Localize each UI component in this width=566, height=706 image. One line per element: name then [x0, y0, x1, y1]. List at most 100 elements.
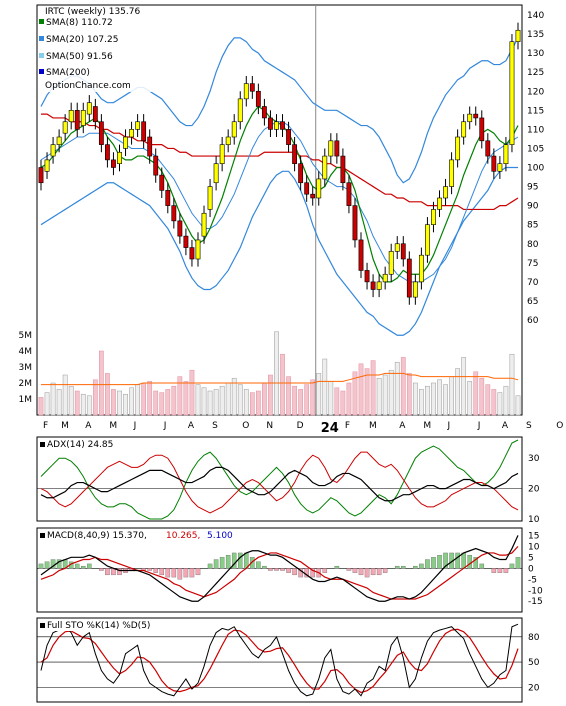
candle-body [425, 224, 430, 256]
volume-bar [86, 395, 92, 416]
macd-signal-value: 10.265, [166, 531, 200, 541]
x-axis-label: J [163, 421, 167, 431]
volume-bar [44, 392, 50, 416]
candle-body [340, 155, 346, 184]
macd-histogram-bar [358, 568, 364, 576]
candlesticks [38, 22, 521, 305]
volume-bar [310, 379, 316, 416]
candle-body [437, 197, 442, 210]
sto-k-line [40, 623, 519, 697]
candle-body [364, 270, 370, 283]
price-tick-label: 125 [527, 68, 544, 78]
macd-histogram-bar [352, 568, 358, 573]
candle-body [346, 182, 352, 206]
volume-bar [111, 389, 116, 416]
candle-body [86, 102, 92, 115]
x-axis-label: O [556, 421, 563, 431]
candle-body [237, 98, 243, 123]
x-axis-label: M [109, 421, 117, 431]
macd-signal-line [40, 545, 519, 600]
volume-bar [292, 385, 297, 416]
volume-bar [274, 331, 279, 416]
x-axis-label: A [502, 421, 509, 431]
volume-tick-label: 5M [19, 331, 33, 341]
candle-body [268, 117, 273, 130]
volume-axis-ticks: 5M 4M 3M 2M 1M [19, 331, 33, 405]
x-axis-label: S [212, 421, 218, 431]
candle-body [358, 239, 364, 271]
volume-bar [183, 381, 189, 416]
macd-histogram-bar [515, 557, 521, 569]
candle-body [376, 281, 382, 290]
panel-tick-label: 20 [528, 683, 540, 693]
macd-histogram-bar [44, 561, 50, 569]
volume-bar [80, 393, 86, 416]
candle-body [334, 140, 340, 157]
price-legend: IRTC (weekly) 135.76 SMA(8) 110.72 SMA(2… [38, 6, 158, 92]
macd-histogram-bar [93, 568, 98, 569]
volume-bar [129, 387, 134, 416]
volume-bar [141, 382, 147, 416]
adx-label-bg [38, 438, 134, 450]
volume-bar [388, 369, 394, 416]
volume-bar [105, 373, 110, 416]
legend-swatch-sma200 [39, 69, 44, 74]
price-tick-label: 80 [527, 240, 539, 250]
macd-histogram-bar [177, 568, 183, 580]
macd-histogram-bar [376, 568, 382, 576]
volume-bar [207, 390, 213, 416]
candle-body [105, 144, 110, 161]
macd-line [40, 535, 519, 602]
x-axis-label: F [345, 421, 350, 431]
legend-sma20: SMA(20) 107.25 [46, 35, 118, 45]
volume-tick-label: 2M [19, 379, 33, 389]
volume-bar [280, 353, 285, 416]
macd-histogram-bar [413, 565, 418, 569]
candle-body [243, 83, 249, 100]
macd-histogram-bar [135, 568, 140, 569]
macd-histogram-bar [346, 568, 352, 571]
x-axis-label: A [188, 421, 195, 431]
volume-bar [334, 387, 340, 416]
x-axis-label: M [423, 421, 431, 431]
price-tick-label: 90 [527, 202, 539, 212]
x-axis-label: M [369, 421, 377, 431]
price-tick-label: 105 [527, 144, 544, 154]
candle-body [44, 159, 50, 172]
candle-body [38, 167, 44, 184]
candle-body [412, 281, 418, 298]
macd-histogram-bar [147, 568, 152, 571]
macd-histogram-bar [250, 557, 255, 569]
macd-histogram-bar [207, 563, 213, 569]
volume-bar [358, 363, 364, 416]
site-label: OptionChance.com [45, 81, 131, 91]
candle-body [497, 163, 503, 172]
macd-histogram-bar [461, 552, 466, 569]
x-axis-label: A [399, 421, 406, 431]
volume-bar [304, 384, 310, 416]
price-axis-ticks: 140 135 130 125 120 115 110 105 100 95 90 85 80 75 70 6… [527, 11, 544, 326]
candle-body [394, 243, 400, 252]
volume-bar [56, 389, 62, 416]
volume-bar [237, 384, 243, 416]
candle-body [388, 251, 394, 275]
candle-body [165, 190, 171, 206]
volume-bar [117, 390, 122, 416]
sto-axis-ticks: 80 50 20 [528, 633, 540, 694]
volume-bar [177, 376, 183, 416]
macd-histogram-bar [497, 568, 503, 573]
macd-histogram-bar [382, 568, 388, 573]
volume-bar [123, 393, 128, 416]
volume-bar [340, 390, 346, 416]
volume-bar [322, 358, 328, 416]
candle-body [195, 239, 201, 260]
candle-body [261, 106, 267, 119]
candle-body [382, 273, 388, 283]
x-axis-label: M [61, 421, 69, 431]
macd-histogram-bar [370, 568, 376, 576]
candle-body [431, 209, 436, 225]
volume-bar [213, 389, 219, 416]
volume-bar [62, 374, 68, 416]
candle-body [370, 281, 376, 290]
